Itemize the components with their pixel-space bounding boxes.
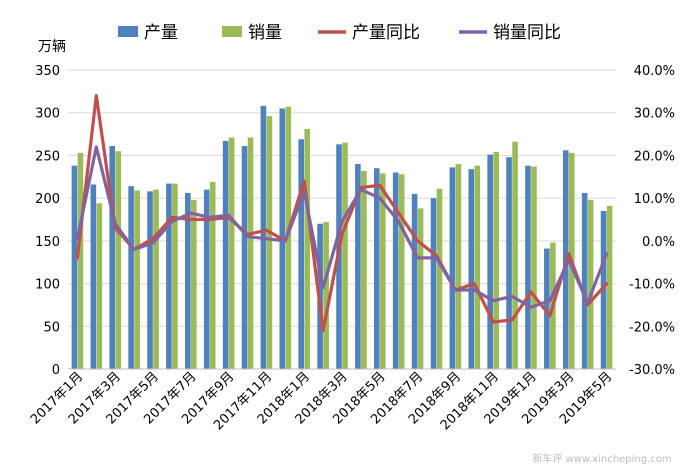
bar-sales [96,203,103,369]
legend-label: 销量 [248,23,282,43]
right-axis-ticks: -30.0% -20.0% -10.0% 0.0% 10.0% 20.0% 30.0% 40.… [629,64,675,378]
bar-sales [77,152,84,369]
bar-production [373,168,380,369]
bar-sales [115,151,122,369]
bar-production [222,140,229,369]
line-sales-yoy [75,145,609,309]
bar-production [506,157,512,369]
legend-item: 销量同比 [459,23,561,43]
y2-tick-label: -30.0% [629,363,675,378]
bar-production [468,169,475,369]
bar-production [487,154,493,369]
watermark: 新车评 www.xincheping.com [532,452,671,465]
bar-sales [436,188,443,369]
y2-tick-label: 40.0% [634,64,675,79]
legend: 产量 销量 产量同比 销量同比 [118,23,561,43]
bar-sales [417,208,424,369]
bar-sales [266,116,273,369]
bar-sales [587,199,594,369]
bar-sales [134,190,140,369]
legend-item: 销量 [222,23,282,43]
bar-production [147,191,153,369]
bar-sales [531,166,537,369]
bar-production [203,189,210,369]
bar-sales [228,137,235,369]
y-tick-label: 0 [52,363,60,378]
bar-production [544,248,550,369]
bar-production [166,183,172,369]
y-tick-label: 150 [35,235,60,250]
bar-sales [493,152,499,369]
bar-production [392,172,399,369]
bar-sales [285,106,292,369]
bar-sales [172,183,178,369]
bar-production [71,165,78,369]
y2-tick-label: -20.0% [629,320,675,335]
legend-swatch [118,26,138,37]
bar-production [430,198,437,369]
bar-production [355,163,361,369]
bar-sales [606,205,613,369]
legend-label: 销量同比 [493,23,561,43]
bar-sales [304,128,311,369]
bar-sales [379,173,386,369]
bar-sales [455,163,462,369]
y2-tick-label: 0.0% [642,235,675,250]
y2-tick-label: -10.0% [629,278,675,293]
left-axis-ticks: 0 50 100 150 200 250 300 350 [35,64,60,378]
bar-sales [323,222,329,369]
y-tick-label: 200 [35,192,60,207]
bar-production [298,139,305,369]
bar-sales [474,165,481,369]
bar-series [71,105,613,369]
bar-production [411,193,418,369]
x-axis-ticks: 2017年1月2017年3月2017年5月2017年7月2017年9月2017年… [28,369,615,433]
bar-production [525,165,531,369]
y2-tick-label: 10.0% [634,192,675,207]
bar-production [449,167,456,369]
y-tick-label: 50 [43,320,60,335]
bar-production [109,146,116,369]
bar-sales [398,174,405,369]
legend-label: 产量同比 [352,23,420,43]
bar-production [128,186,134,369]
bar-sales [153,189,159,369]
bar-sales [361,170,367,369]
bar-sales [191,199,197,369]
legend-label: 产量 [144,23,178,43]
y-tick-label: 300 [35,107,60,122]
y-axis-unit: 万辆 [38,39,66,55]
legend-item: 产量 [118,23,178,43]
y-tick-label: 350 [35,64,60,79]
line-series [75,93,609,333]
legend-item: 产量同比 [318,23,420,43]
y-tick-label: 250 [35,149,60,164]
bar-sales [247,137,254,369]
bar-sales [209,181,216,369]
bar-production [185,193,191,369]
y2-tick-label: 20.0% [634,149,675,164]
y2-tick-label: 30.0% [634,107,675,122]
bar-sales [512,141,518,369]
legend-swatch [222,26,242,37]
bar-production [600,210,607,369]
bar-production [581,193,588,369]
bar-production [241,146,248,369]
line-production-yoy [75,93,609,333]
y-tick-label: 100 [35,278,60,293]
bar-sales [342,142,348,369]
bar-production [90,184,97,369]
